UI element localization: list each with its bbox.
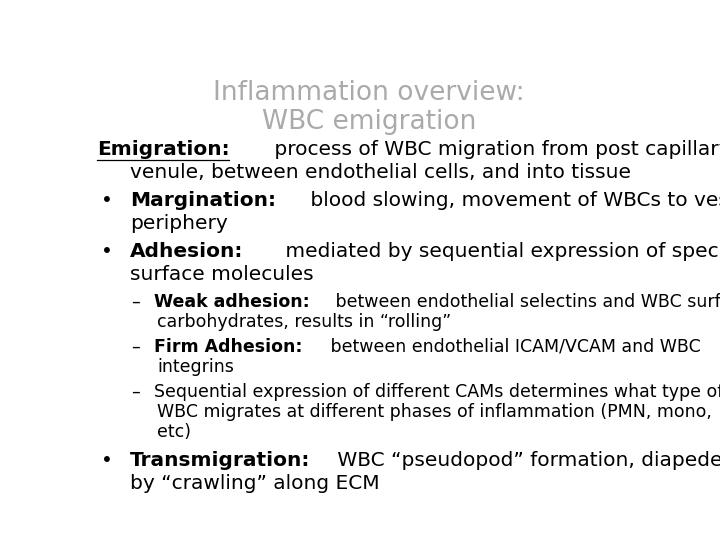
Text: etc): etc) — [157, 423, 191, 441]
Text: •: • — [101, 242, 112, 261]
Text: Sequential expression of different CAMs determines what type of: Sequential expression of different CAMs … — [154, 383, 720, 401]
Text: blood slowing, movement of WBCs to vessel: blood slowing, movement of WBCs to vesse… — [304, 191, 720, 210]
Text: Margination:: Margination: — [130, 191, 276, 210]
Text: Emigration:: Emigration: — [96, 140, 230, 159]
Text: Adhesion:: Adhesion: — [130, 242, 243, 261]
Text: by “crawling” along ECM: by “crawling” along ECM — [130, 474, 380, 493]
Text: surface molecules: surface molecules — [130, 265, 314, 284]
Text: –: – — [131, 383, 140, 401]
Text: WBC “pseudopod” formation, diapedesis: WBC “pseudopod” formation, diapedesis — [330, 451, 720, 470]
Text: periphery: periphery — [130, 214, 228, 233]
Text: process of WBC migration from post capillary: process of WBC migration from post capil… — [268, 140, 720, 159]
Text: mediated by sequential expression of specific: mediated by sequential expression of spe… — [279, 242, 720, 261]
Text: –: – — [131, 338, 140, 356]
Text: carbohydrates, results in “rolling”: carbohydrates, results in “rolling” — [157, 313, 451, 331]
Text: Firm Adhesion:: Firm Adhesion: — [154, 338, 302, 356]
Text: •: • — [101, 451, 112, 470]
Text: Transmigration:: Transmigration: — [130, 451, 310, 470]
Text: between endothelial ICAM/VCAM and WBC: between endothelial ICAM/VCAM and WBC — [325, 338, 701, 356]
Text: venule, between endothelial cells, and into tissue: venule, between endothelial cells, and i… — [130, 163, 631, 181]
Text: WBC emigration: WBC emigration — [262, 109, 476, 136]
Text: •: • — [101, 191, 112, 210]
Text: integrins: integrins — [157, 358, 234, 376]
Text: between endothelial selectins and WBC surface: between endothelial selectins and WBC su… — [330, 293, 720, 311]
Text: Inflammation overview:: Inflammation overview: — [213, 80, 525, 106]
Text: Weak adhesion:: Weak adhesion: — [154, 293, 310, 311]
Text: –: – — [131, 293, 140, 311]
Text: WBC migrates at different phases of inflammation (PMN, mono,: WBC migrates at different phases of infl… — [157, 403, 712, 421]
